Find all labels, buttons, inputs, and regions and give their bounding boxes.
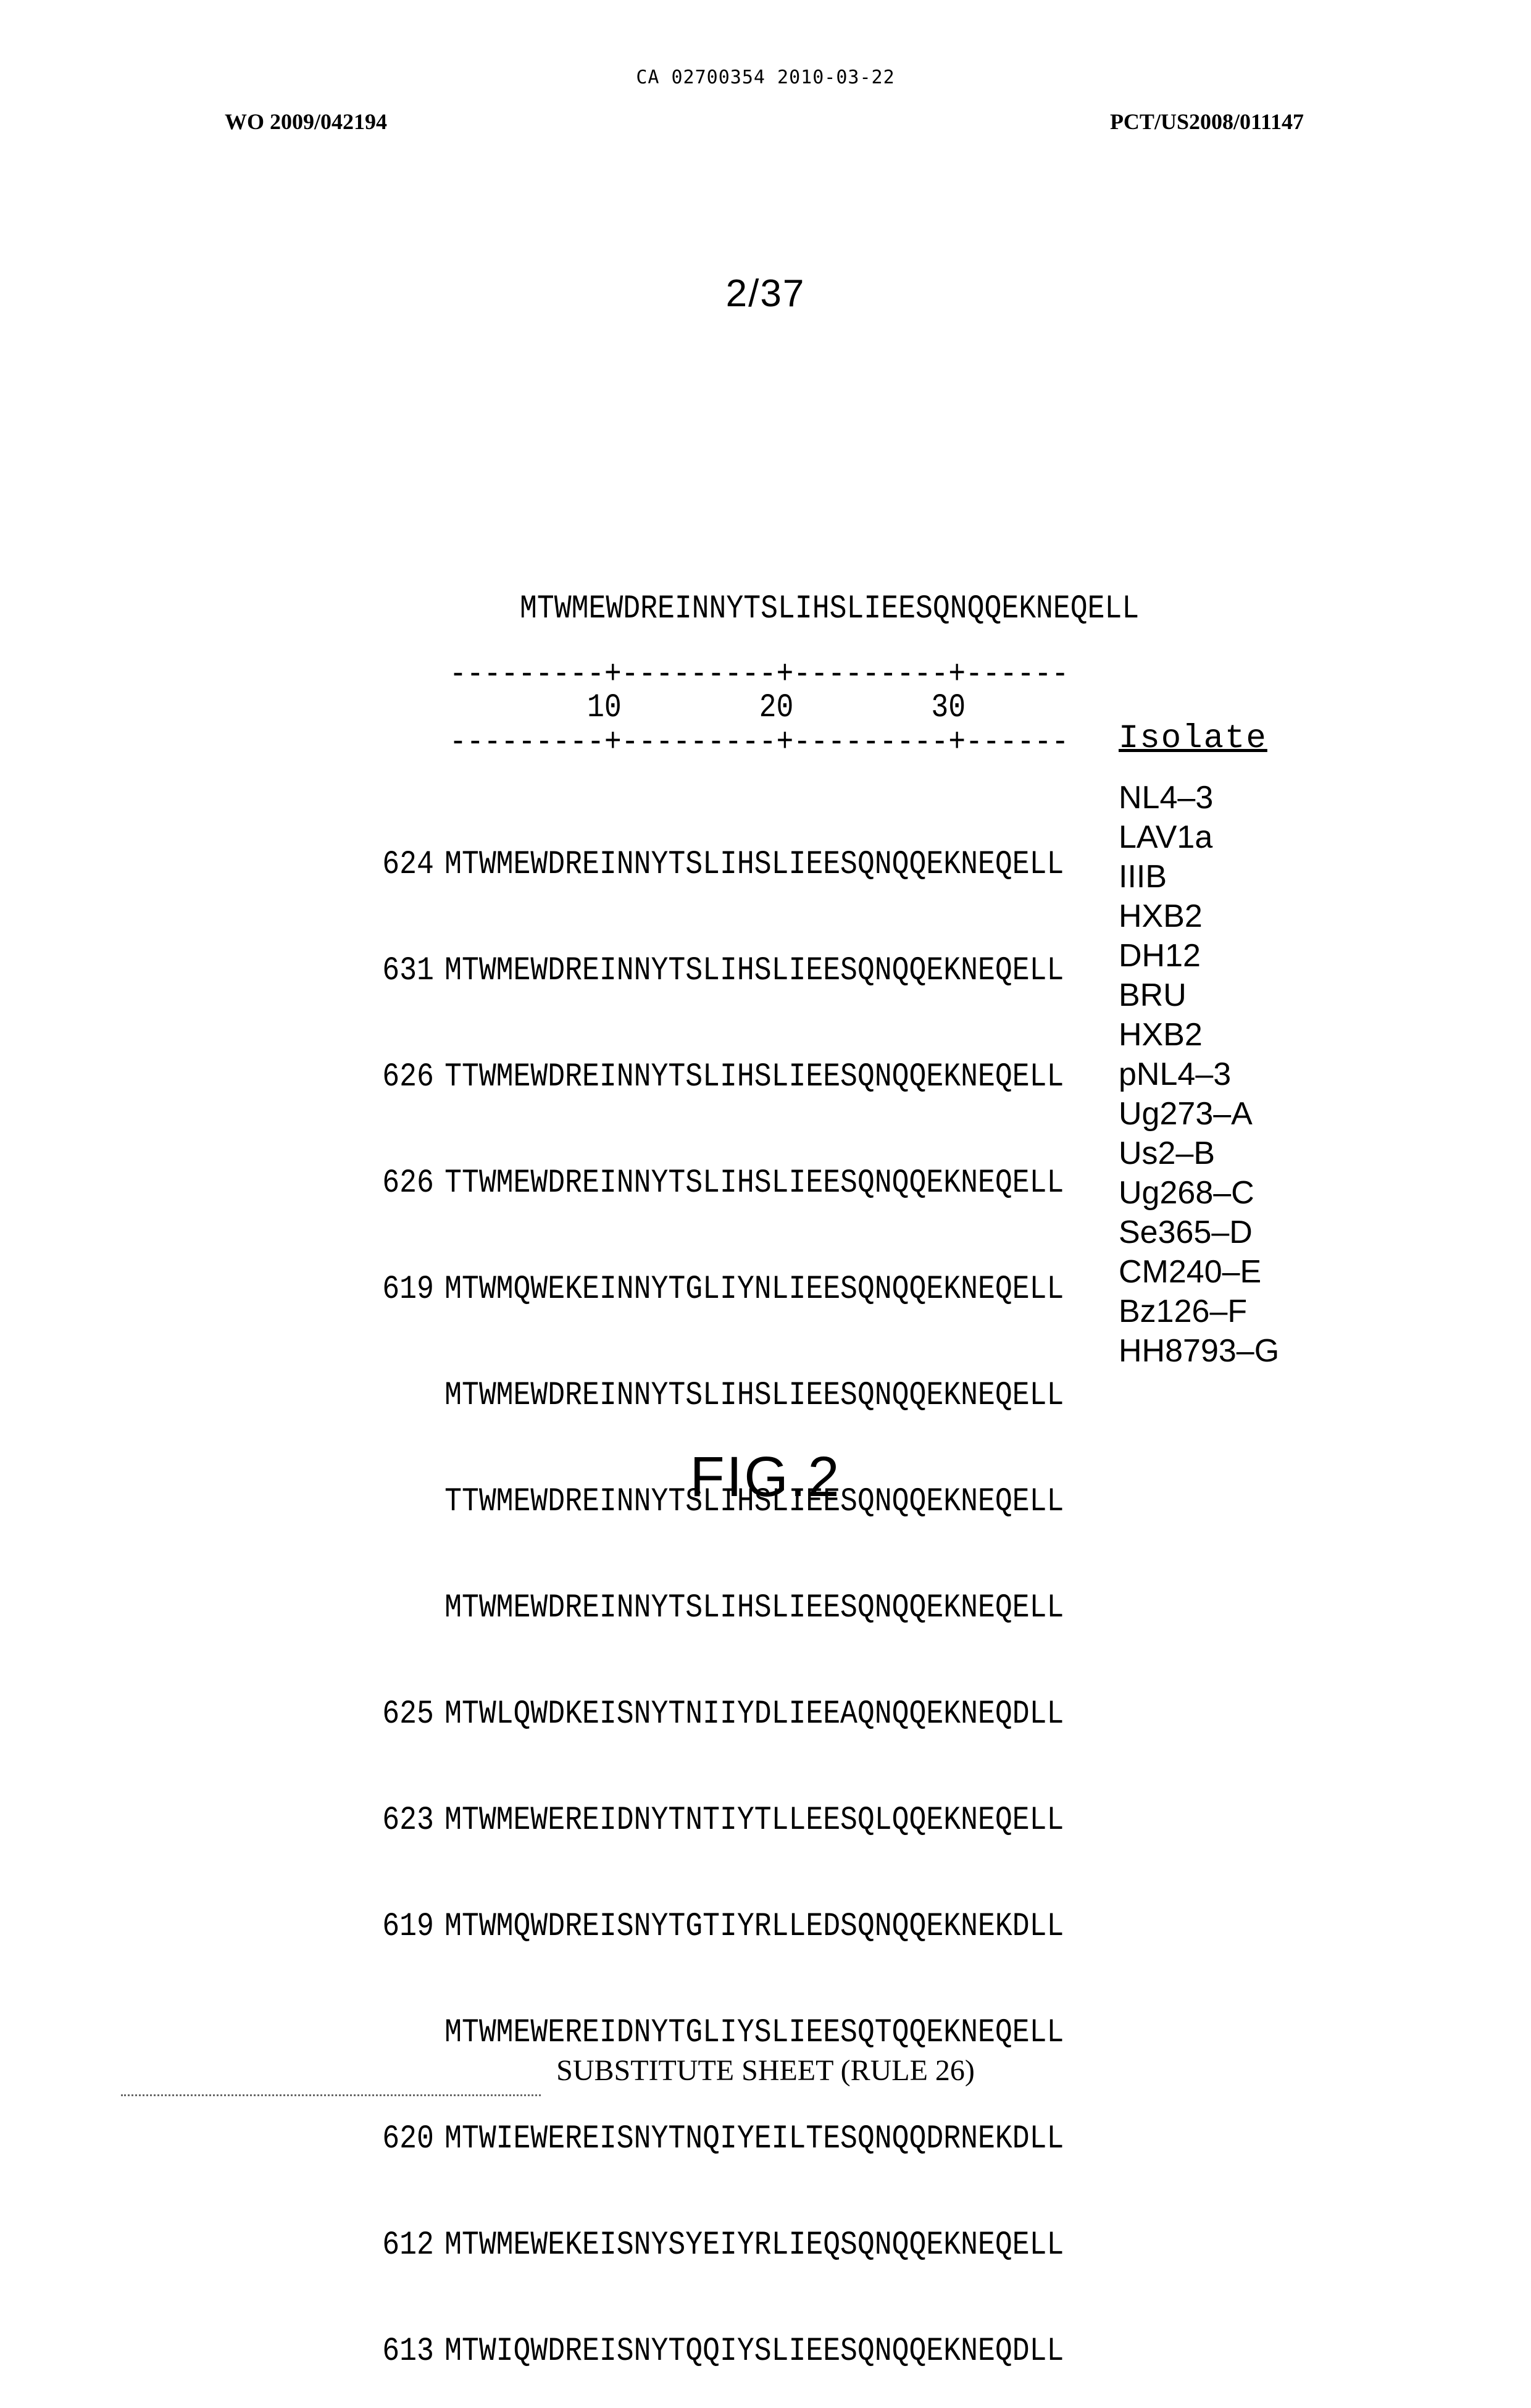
alignment-row: MTWMEWDREINNYTSLIHSLIEESQNQQEKNEQELL (377, 1592, 1064, 1631)
row-position: 623 (377, 1804, 434, 1837)
row-position: 613 (377, 2335, 434, 2368)
alignment-row: 620 MTWIEWEREISNYTNQIYEILTESQNQQDRNEKDLL (377, 2123, 1064, 2162)
row-position: 619 (377, 1910, 434, 1944)
isolate-label: LAV1a (1119, 821, 1279, 861)
row-sequence: MTWMEWDREINNYTSLIHSLIEESQNQQEKNEQELL (444, 1379, 1064, 1413)
row-sequence: MTWMEWEKEISNYSYEIYRLIEQSQNQQEKNEQELL (444, 2229, 1064, 2262)
alignment-row: 613 MTWIQWDREISNYTQQIYSLIEESQNQQEKNEQDLL (377, 2335, 1064, 2375)
row-sequence: MTWMEWEREIDNYTGLIYSLIEESQTQQEKNEQELL (444, 2017, 1064, 2050)
ruler-bottom: ---------+---------+---------+------ (449, 726, 1069, 759)
footer-rule (121, 2094, 541, 2096)
alignment-row: 619 MTWMQWEKEINNYTGLIYNLIEESQNQQEKNEQELL (377, 1273, 1064, 1313)
sheet-number: 2/37 (0, 272, 1531, 316)
alignment-row: 619 MTWMQWDREISNYTGTIYRLLEDSQNQQEKNEKDLL (377, 1910, 1064, 1950)
isolate-label: NL4–3 (1119, 782, 1279, 821)
row-position: 625 (377, 1698, 434, 1731)
row-sequence: MTWMEWEREIDNYTNTIYTLLEESQLQQEKNEQELL (444, 1804, 1064, 1837)
isolate-label: DH12 (1119, 940, 1279, 979)
isolate-label: Ug268–C (1119, 1177, 1279, 1216)
document-id-header: CA 02700354 2010-03-22 (0, 67, 1531, 88)
alignment-row: 626 TTWMEWDREINNYTSLIHSLIEESQNQQEKNEQELL (377, 1167, 1064, 1206)
isolate-label: IIIB (1119, 861, 1279, 900)
application-number: PCT/US2008/011147 (1110, 109, 1304, 135)
isolate-label: HXB2 (1119, 900, 1279, 940)
row-position: 620 (377, 2123, 434, 2156)
figure-label: FIG.2 (0, 1445, 1531, 1510)
row-position: 626 (377, 1061, 434, 1094)
row-position: 619 (377, 1273, 434, 1306)
row-position: 626 (377, 1167, 434, 1200)
isolate-label: Ug273–A (1119, 1098, 1279, 1137)
alignment-row: MTWMEWEREIDNYTGLIYSLIEESQTQQEKNEQELL (377, 2017, 1064, 2056)
alignment-row: 625 MTWLQWDKEISNYTNIIYDLIEEAQNQQEKNEQDLL (377, 1698, 1064, 1737)
row-sequence: MTWMEWDREINNYTSLIHSLIEESQNQQEKNEQELL (444, 1592, 1064, 1625)
row-sequence: MTWMEWDREINNYTSLIHSLIEESQNQQEKNEQELL (444, 848, 1064, 882)
row-sequence: TTWMEWDREINNYTSLIHSLIEESQNQQEKNEQELL (444, 1167, 1064, 1200)
footer-text: SUBSTITUTE SHEET (RULE 26) (0, 2054, 1531, 2088)
row-position: 631 (377, 955, 434, 988)
consensus-sequence: MTWMEWDREINNYTSLIHSLIEESQNQQEKNEQELL (520, 593, 1139, 626)
row-sequence: MTWMEWDREINNYTSLIHSLIEESQNQQEKNEQELL (444, 955, 1064, 988)
alignment-row: 623 MTWMEWEREIDNYTNTIYTLLEESQLQQEKNEQELL (377, 1804, 1064, 1844)
isolate-label: BRU (1119, 979, 1279, 1019)
ruler-top: ---------+---------+---------+------ (449, 658, 1069, 692)
isolate-label: HXB2 (1119, 1019, 1279, 1058)
alignment-row: MTWMEWDREINNYTSLIHSLIEESQNQQEKNEQELL (377, 1379, 1064, 1419)
row-sequence: TTWMEWDREINNYTSLIHSLIEESQNQQEKNEQELL (444, 1061, 1064, 1094)
isolate-column-header: Isolate (1119, 720, 1267, 758)
isolate-label: Se365–D (1119, 1216, 1279, 1256)
isolate-label: pNL4–3 (1119, 1058, 1279, 1098)
alignment-row: 612 MTWMEWEKEISNYSYEIYRLIEQSQNQQEKNEQELL (377, 2229, 1064, 2268)
isolate-labels: NL4–3 LAV1a IIIB HXB2 DH12 BRU HXB2 pNL4… (1119, 782, 1279, 1374)
row-sequence: MTWLQWDKEISNYTNIIYDLIEEAQNQQEKNEQDLL (444, 1698, 1064, 1731)
isolate-label: Us2–B (1119, 1137, 1279, 1177)
row-sequence: MTWIEWEREISNYTNQIYEILTESQNQQDRNEKDLL (444, 2123, 1064, 2156)
isolate-label: HH8793–G (1119, 1335, 1279, 1374)
ruler-tick-labels: 10 20 30 (449, 692, 966, 725)
alignment-row: 626 TTWMEWDREINNYTSLIHSLIEESQNQQEKNEQELL (377, 1061, 1064, 1100)
row-position: 624 (377, 848, 434, 882)
alignment-row: 624 MTWMEWDREINNYTSLIHSLIEESQNQQEKNEQELL (377, 848, 1064, 888)
row-sequence: MTWMQWDREISNYTGTIYRLLEDSQNQQEKNEKDLL (444, 1910, 1064, 1944)
row-position: 612 (377, 2229, 434, 2262)
row-sequence: MTWMQWEKEINNYTGLIYNLIEESQNQQEKNEQELL (444, 1273, 1064, 1306)
publication-number: WO 2009/042194 (225, 109, 387, 135)
isolate-label: CM240–E (1119, 1256, 1279, 1295)
alignment-row: 631 MTWMEWDREINNYTSLIHSLIEESQNQQEKNEQELL (377, 955, 1064, 994)
isolate-label: Bz126–F (1119, 1295, 1279, 1335)
row-sequence: MTWIQWDREISNYTQQIYSLIEESQNQQEKNEQDLL (444, 2335, 1064, 2368)
